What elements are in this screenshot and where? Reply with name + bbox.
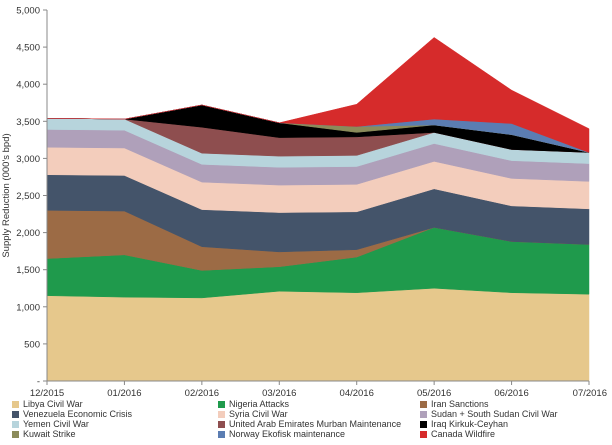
legend-label: Iraq Kirkuk-Ceyhan [431, 419, 509, 429]
legend-swatch [420, 430, 427, 438]
legend-swatch [420, 400, 427, 408]
y-tick-label: 4,500 [16, 43, 40, 54]
legend-label: Sudan + South Sudan Civil War [431, 409, 558, 419]
x-tick-labels: 12/2015 01/2016 02/2016 03/2016 04/2016 05/20… [30, 381, 607, 399]
legend-item: Libya Civil War [12, 399, 83, 409]
legend-item: Venezuela Economic Crisis [12, 409, 132, 419]
legend-item: Canada Wildfire [420, 429, 495, 439]
legend-label: Iran Sanctions [431, 399, 489, 409]
legend-swatch [12, 400, 19, 408]
legend-label: Libya Civil War [23, 399, 83, 409]
area-series-libya-civil-war [46, 287, 590, 382]
y-tick-label: 1,500 [16, 265, 40, 276]
legend-item: Iraq Kirkuk-Ceyhan [420, 419, 508, 429]
legend-swatch [218, 420, 225, 428]
legend-label: Canada Wildfire [431, 429, 496, 439]
x-tick-label: 04/2016 [340, 388, 374, 399]
legend-item: Yemen Civil War [12, 419, 89, 429]
area-series-canada-wildfire [46, 37, 590, 153]
x-tick-label: 07/2016 [573, 388, 607, 399]
x-tick-label: 03/2016 [262, 388, 296, 399]
legend-swatch [420, 420, 427, 428]
legend-swatch [218, 430, 225, 438]
legend-item: Norway Ekofisk maintenance [218, 429, 345, 439]
y-tick-label: 1,000 [16, 302, 40, 313]
y-tick-label: 4,000 [16, 80, 40, 91]
legend-item: Syria Civil War [218, 409, 288, 419]
legend-swatch [218, 400, 225, 408]
legend-swatch [420, 410, 427, 418]
legend-item: Iran Sanctions [420, 399, 489, 409]
area-layer [46, 37, 590, 382]
y-tick-label: 5,000 [16, 6, 40, 17]
y-axis-label: Supply Reduction (000's bpd) [1, 133, 12, 257]
legend-label: Venezuela Economic Crisis [23, 409, 133, 419]
x-tick-label: 05/2016 [417, 388, 451, 399]
x-tick-label: 06/2016 [494, 388, 528, 399]
y-tick-label: 2,500 [16, 191, 40, 202]
legend-label: Kuwait Strike [23, 429, 76, 439]
legend-swatch [12, 420, 19, 428]
y-tick-label: - [37, 377, 40, 388]
x-tick-label: 12/2015 [30, 388, 64, 399]
legend-item: Kuwait Strike [12, 429, 76, 439]
legend-swatch [12, 430, 19, 438]
legend-item: Sudan + South Sudan Civil War [420, 409, 558, 419]
legend-label: Nigeria Attacks [229, 399, 290, 409]
y-tick-label: 3,500 [16, 117, 40, 128]
legend-label: Yemen Civil War [23, 419, 89, 429]
chart-legend: Libya Civil War Nigeria Attacks Iran Sanct… [0, 398, 612, 445]
y-tick-labels: - 500 1,000 1,500 2,000 2,500 3,000 3,500 4,000 4… [16, 6, 47, 388]
legend-swatch [218, 410, 225, 418]
y-tick-label: 2,000 [16, 228, 40, 239]
legend-label: United Arab Emirates Murban Maintenance [229, 419, 402, 429]
y-tick-label: 500 [24, 339, 40, 350]
legend-label: Norway Ekofisk maintenance [229, 429, 346, 439]
legend-item: United Arab Emirates Murban Maintenance [218, 419, 401, 429]
legend-swatch [12, 410, 19, 418]
legend-label: Syria Civil War [229, 409, 288, 419]
x-tick-label: 01/2016 [107, 388, 141, 399]
legend-item: Nigeria Attacks [218, 399, 289, 409]
x-tick-label: 02/2016 [185, 388, 219, 399]
y-tick-label: 3,000 [16, 154, 40, 165]
